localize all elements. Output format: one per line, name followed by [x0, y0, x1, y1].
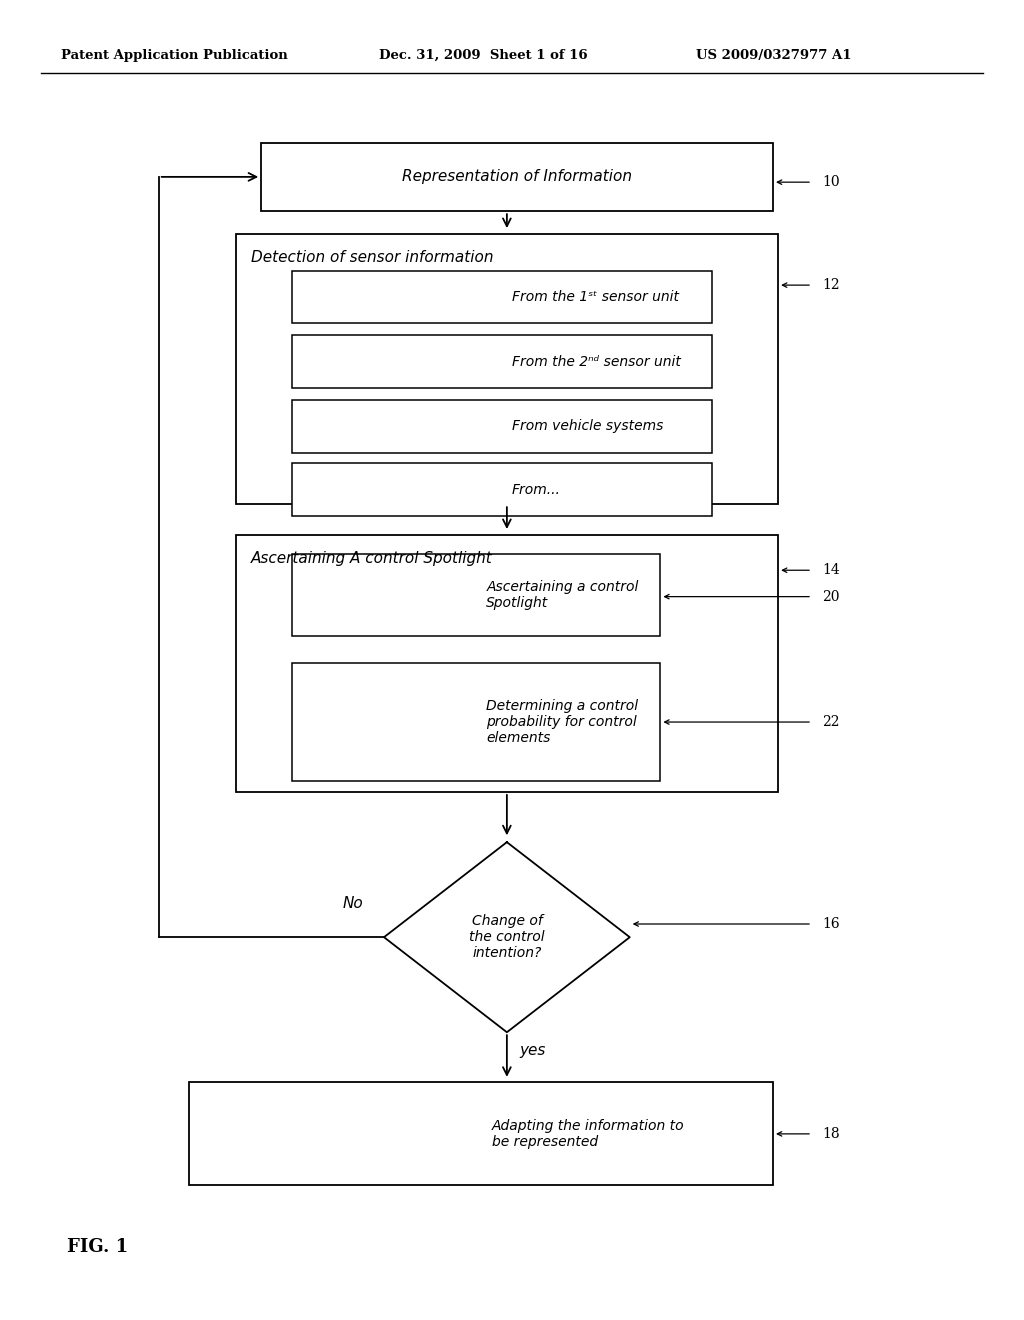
Text: 14: 14 — [822, 564, 840, 577]
Text: Determining a control
probability for control
elements: Determining a control probability for co… — [486, 698, 639, 746]
Text: From...: From... — [512, 483, 561, 496]
Text: From the 1ˢᵗ sensor unit: From the 1ˢᵗ sensor unit — [512, 290, 679, 304]
Text: US 2009/0327977 A1: US 2009/0327977 A1 — [696, 49, 852, 62]
Bar — [261, 143, 773, 211]
Text: FIG. 1: FIG. 1 — [67, 1238, 128, 1257]
Bar — [236, 234, 778, 504]
Text: yes: yes — [519, 1043, 546, 1057]
Text: Dec. 31, 2009  Sheet 1 of 16: Dec. 31, 2009 Sheet 1 of 16 — [379, 49, 588, 62]
Text: From the 2ⁿᵈ sensor unit: From the 2ⁿᵈ sensor unit — [512, 355, 681, 368]
Bar — [292, 400, 712, 453]
Text: Representation of Information: Representation of Information — [402, 169, 632, 185]
Text: 12: 12 — [822, 279, 840, 292]
Bar — [292, 463, 712, 516]
Text: 10: 10 — [822, 176, 840, 189]
Text: 20: 20 — [822, 590, 840, 603]
Text: Adapting the information to
be represented: Adapting the information to be represent… — [492, 1119, 684, 1148]
Text: No: No — [343, 896, 364, 911]
Text: 18: 18 — [822, 1127, 840, 1140]
Bar — [292, 335, 712, 388]
Text: Ascertaining a control
Spotlight: Ascertaining a control Spotlight — [486, 581, 639, 610]
Bar — [292, 663, 660, 781]
Bar — [236, 535, 778, 792]
Text: Change of
the control
intention?: Change of the control intention? — [469, 913, 545, 961]
Text: 16: 16 — [822, 917, 840, 931]
Text: Ascertaining A control Spotlight: Ascertaining A control Spotlight — [251, 550, 493, 566]
Text: Patent Application Publication: Patent Application Publication — [61, 49, 288, 62]
Text: From vehicle systems: From vehicle systems — [512, 420, 664, 433]
Bar — [292, 554, 660, 636]
Bar — [189, 1082, 773, 1185]
Text: Detection of sensor information: Detection of sensor information — [251, 249, 494, 265]
Bar — [292, 271, 712, 323]
Text: 22: 22 — [822, 715, 840, 729]
